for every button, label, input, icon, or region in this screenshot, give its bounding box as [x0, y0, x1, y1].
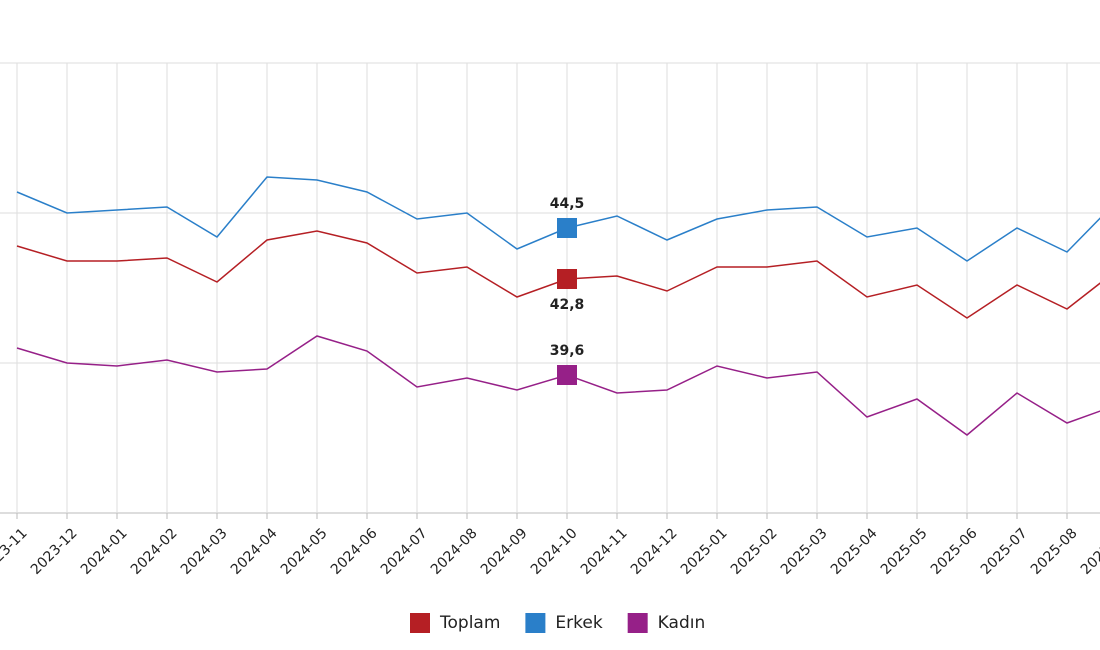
x-tick-label: 2025-09	[1078, 525, 1100, 578]
x-tick-label: 2024-02	[128, 525, 181, 578]
point-marker	[557, 365, 577, 385]
x-tick-label: 2024-09	[478, 525, 531, 578]
x-tick-label: 2024-07	[378, 525, 431, 578]
x-tick-label: 2023-12	[28, 525, 81, 578]
legend-label: Toplam	[439, 613, 500, 633]
legend-label: Erkek	[555, 613, 602, 633]
x-tick-label: 2024-03	[178, 525, 231, 578]
x-tick-label: 2025-05	[878, 525, 931, 578]
point-marker	[557, 269, 577, 289]
point-marker	[557, 218, 577, 238]
x-tick-label: 2025-08	[1028, 525, 1081, 578]
x-tick-label: 2025-02	[728, 525, 781, 578]
x-tick-label: 2024-08	[428, 525, 481, 578]
legend-swatch	[525, 613, 546, 633]
x-tick-label: 2024-05	[278, 525, 331, 578]
x-tick-label: 2025-01	[678, 525, 731, 578]
x-tick-label: 2025-04	[828, 525, 881, 578]
x-tick-label: 2024-06	[328, 525, 381, 578]
value-label: 39,6	[550, 343, 585, 359]
x-tick-label: 2024-11	[578, 525, 631, 578]
x-tick-label: 2025-06	[928, 525, 981, 578]
legend-label: Kadın	[658, 613, 706, 633]
value-label: 42,8	[550, 297, 585, 313]
value-label: 44,5	[550, 196, 585, 212]
x-tick-label: 2024-01	[78, 525, 131, 578]
legend-swatch	[627, 613, 648, 633]
x-tick-label: 2025-07	[978, 525, 1031, 578]
x-tick-label: 2024-04	[228, 525, 281, 578]
x-tick-label: 2025-03	[778, 525, 831, 578]
legend: Toplam Erkek Kadın	[410, 613, 705, 633]
x-tick-label: 2023-11	[0, 525, 31, 578]
x-tick-label: 2024-10	[528, 525, 581, 578]
x-tick-label: 2024-12	[628, 525, 681, 578]
legend-swatch	[410, 613, 430, 633]
